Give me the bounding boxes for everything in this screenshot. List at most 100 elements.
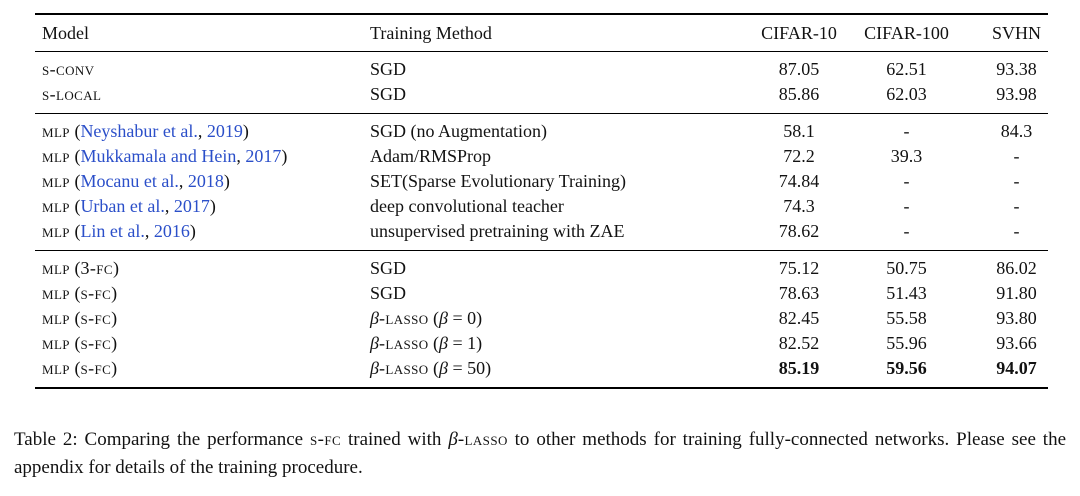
table-row: s-conv SGD 87.05 62.51 93.38 [35, 52, 1048, 83]
text-segment: mlp [42, 258, 70, 278]
value-cell: 74.84 [778, 171, 820, 191]
citation-link[interactable]: Urban et al. [80, 196, 165, 216]
text-segment: to other methods for training fully-conn… [14, 429, 1067, 478]
table-row: mlp (Mocanu et al., 2018) SET(Sparse Evol… [35, 169, 1048, 194]
text-segment: = 0) [448, 308, 483, 328]
text-segment: 3-fc [80, 258, 113, 278]
header-row: Model Training Method CIFAR-10 CIFAR-100… [35, 14, 1048, 52]
citation-link[interactable]: 2017 [173, 196, 210, 216]
text-segment: mlp [42, 358, 70, 378]
method-cell: Adam/RMSProp [350, 144, 740, 169]
text-segment: β [370, 333, 379, 353]
citation-link[interactable]: Lin et al. [80, 221, 145, 241]
text-segment: s-conv [42, 59, 95, 79]
value-cell: 62.03 [886, 84, 927, 104]
value-cell: 78.62 [778, 221, 820, 241]
text-segment: ) [111, 333, 118, 353]
value-cell: 78.63 [778, 283, 820, 303]
text-segment: , [178, 171, 188, 191]
model-cell: mlp (Lin et al., 2016) [35, 219, 350, 251]
text-segment: ( [69, 358, 81, 378]
table-section-prior-work: mlp (Neyshabur et al., 2019) SGD (no Augm… [35, 114, 1048, 251]
text-segment: SGD [370, 258, 407, 278]
text-segment: -lasso [378, 308, 429, 328]
value-cell: 50.75 [886, 258, 927, 278]
text-segment: , [164, 196, 174, 216]
text-segment: deep convolutional teacher [370, 196, 564, 216]
citation-link[interactable]: 2018 [187, 171, 224, 191]
value-cell: 93.80 [996, 308, 1037, 328]
text-segment: Adam/RMSProp [370, 146, 492, 166]
table-row: mlp (3-fc) SGD 75.12 50.75 86.02 [35, 251, 1048, 282]
text-segment: Table 2: Comparing the performance [14, 429, 310, 450]
text-segment: SGD [370, 84, 407, 104]
value-cell: 85.19 [778, 358, 820, 378]
citation-link[interactable]: 2019 [206, 121, 243, 141]
value-cell: - [903, 121, 910, 141]
text-segment: ) [242, 121, 249, 141]
text-segment: ( [69, 196, 81, 216]
value-cell: 82.52 [778, 333, 820, 353]
text-segment: mlp [42, 221, 70, 241]
method-cell: SGD [350, 82, 740, 114]
value-cell: 93.98 [996, 84, 1037, 104]
text-segment: s-local [42, 84, 102, 104]
header-svhn: SVHN [955, 14, 1048, 52]
model-cell: mlp (Mocanu et al., 2018) [35, 169, 350, 194]
method-cell: β-lasso (β = 0) [350, 306, 740, 331]
text-segment: ( [428, 308, 440, 328]
text-segment: -lasso [378, 333, 429, 353]
model-cell: mlp (s-fc) [35, 356, 350, 388]
text-segment: s-fc [80, 308, 112, 328]
citation-link[interactable]: Mukkamala and Hein [80, 146, 237, 166]
value-cell: 82.45 [778, 308, 820, 328]
value-cell: 93.38 [996, 59, 1037, 79]
table-row: mlp (s-fc) β-lasso (β = 50) 85.19 59.56 94.0… [35, 356, 1048, 388]
text-segment: SGD (no Augmentation) [370, 121, 547, 141]
model-cell: s-local [35, 82, 350, 114]
method-cell: SGD [350, 281, 740, 306]
method-cell: β-lasso (β = 1) [350, 331, 740, 356]
text-segment: unsupervised pretraining with ZAE [370, 221, 625, 241]
text-segment: SET(Sparse Evolutionary Training) [370, 171, 626, 191]
text-segment: ) [189, 221, 196, 241]
value-cell: 55.96 [886, 333, 927, 353]
citation-link[interactable]: Mocanu et al. [80, 171, 179, 191]
model-cell: mlp (3-fc) [35, 251, 350, 282]
model-cell: mlp (Urban et al., 2017) [35, 194, 350, 219]
model-cell: mlp (s-fc) [35, 306, 350, 331]
text-segment: mlp [42, 333, 70, 353]
results-table: Model Training Method CIFAR-10 CIFAR-100… [35, 13, 1048, 389]
citation-link[interactable]: 2016 [153, 221, 190, 241]
text-segment: β [439, 308, 449, 328]
table-header: Model Training Method CIFAR-10 CIFAR-100… [35, 14, 1048, 52]
citation-link[interactable]: Neyshabur et al. [80, 121, 198, 141]
value-cell: 86.02 [996, 258, 1037, 278]
model-cell: mlp (Neyshabur et al., 2019) [35, 114, 350, 145]
text-segment: β [439, 333, 449, 353]
value-cell: - [1013, 171, 1020, 191]
model-cell: mlp (s-fc) [35, 281, 350, 306]
text-segment: -lasso [378, 358, 429, 378]
text-segment: ( [69, 333, 81, 353]
model-cell: s-conv [35, 52, 350, 83]
value-cell: 74.3 [783, 196, 815, 216]
value-cell: 91.80 [996, 283, 1037, 303]
table-caption: Table 2: Comparing the performance s-fc … [14, 426, 1066, 482]
text-segment: , [197, 121, 207, 141]
citation-link[interactable]: 2017 [245, 146, 282, 166]
text-segment: β [370, 358, 379, 378]
text-segment: s-fc [80, 358, 112, 378]
text-segment: ) [209, 196, 216, 216]
value-cell: 85.86 [778, 84, 820, 104]
text-segment: ( [69, 121, 81, 141]
text-segment: s-fc [80, 333, 112, 353]
value-cell: 87.05 [778, 59, 820, 79]
text-segment: trained with [341, 429, 449, 450]
method-cell: SGD [350, 251, 740, 282]
text-segment: SGD [370, 283, 407, 303]
table-row: s-local SGD 85.86 62.03 93.98 [35, 82, 1048, 114]
text-segment: β [370, 308, 379, 328]
value-cell: - [903, 171, 910, 191]
header-cifar100: CIFAR-100 [858, 14, 955, 52]
